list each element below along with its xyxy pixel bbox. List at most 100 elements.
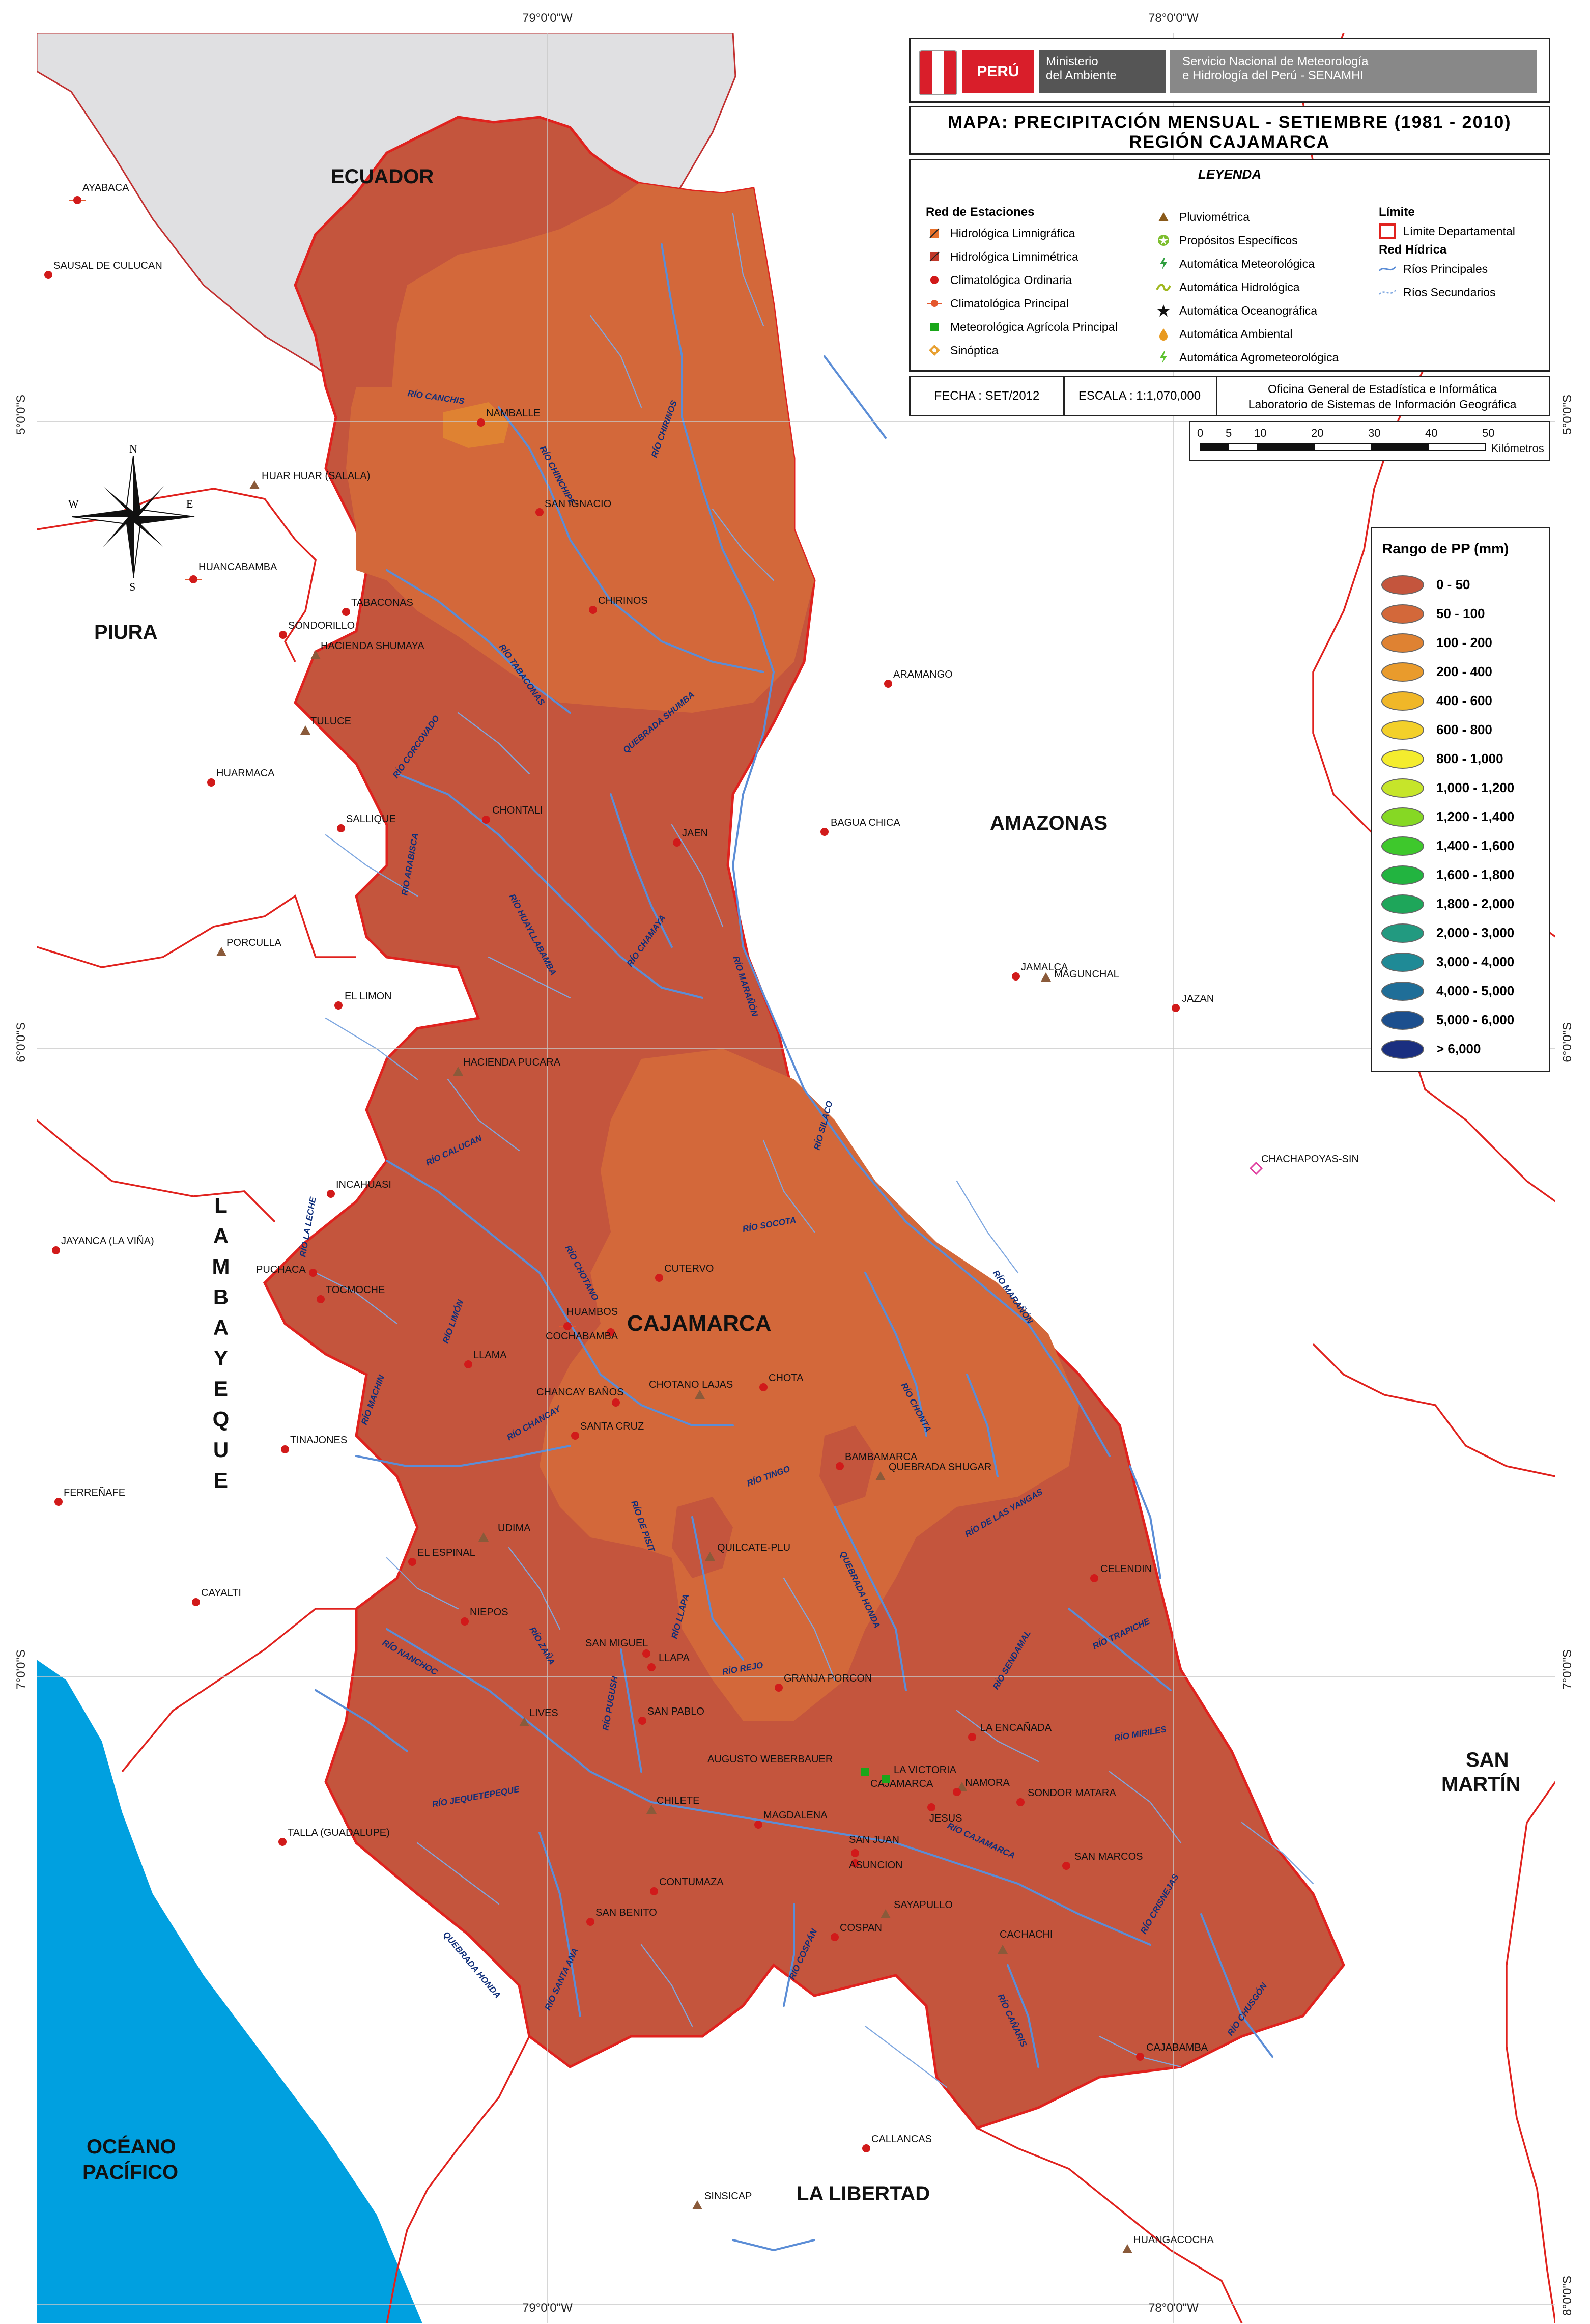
station-label: SAN BENITO bbox=[595, 1907, 657, 1918]
station-marker bbox=[249, 480, 260, 489]
station-marker bbox=[279, 631, 287, 639]
station-marker bbox=[1090, 1574, 1098, 1582]
coord-top-1: 79°0'0"W bbox=[522, 11, 573, 25]
station-label: TALLA (GUADALUPE) bbox=[288, 1827, 390, 1838]
station-label: LIVES bbox=[529, 1707, 558, 1719]
scale-box: ESCALA : 1:1,070,000 bbox=[1063, 377, 1217, 415]
legend-station-item: Automática Hidrológica bbox=[1155, 275, 1369, 299]
station-marker bbox=[278, 1838, 287, 1846]
station-marker bbox=[1062, 1862, 1070, 1870]
river-network bbox=[315, 243, 1273, 2252]
legend-station-item: Meteorológica Agrícola Principal bbox=[926, 315, 1165, 339]
office-box: Oficina General de Estadística e Informá… bbox=[1248, 382, 1517, 411]
scalebar-segment bbox=[1257, 443, 1315, 451]
station-marker bbox=[884, 680, 892, 688]
station-label: SAN IGNACIO bbox=[545, 498, 611, 510]
station-label: INCAHUASI bbox=[336, 1179, 391, 1190]
station-label: PUCHACA bbox=[256, 1264, 306, 1275]
station-marker bbox=[464, 1360, 472, 1368]
peru-badge: PERÚ bbox=[962, 50, 1034, 93]
station-marker bbox=[327, 1190, 335, 1198]
svg-text:Y: Y bbox=[214, 1346, 228, 1370]
station-marker bbox=[519, 1717, 529, 1726]
station-label: SAUSAL DE CULUCAN bbox=[53, 260, 162, 271]
station-marker bbox=[571, 1432, 579, 1440]
range-legend-item: 200 - 400 bbox=[1372, 657, 1551, 686]
dot-icon bbox=[926, 271, 943, 289]
station-marker bbox=[216, 947, 226, 956]
station-marker bbox=[851, 1859, 859, 1867]
station-label: COCHABAMBA bbox=[546, 1331, 618, 1342]
range-legend-item: 1,000 - 1,200 bbox=[1372, 773, 1551, 802]
station-label: JAYANCA (LA VIÑA) bbox=[61, 1235, 154, 1247]
station-marker bbox=[1122, 2244, 1132, 2253]
station-label: ARAMANGO bbox=[893, 669, 953, 680]
ocean-area bbox=[37, 1660, 422, 2323]
station-label: CUTERVO bbox=[664, 1263, 714, 1274]
station-label: UDIMA bbox=[498, 1523, 531, 1534]
range-swatch bbox=[1381, 865, 1424, 885]
senamhi-block: Servicio Nacional de Meteorología e Hidr… bbox=[1170, 50, 1537, 93]
station-label: SAN MIGUEL bbox=[585, 1638, 648, 1649]
station-label: CAYALTI bbox=[201, 1587, 241, 1599]
river-secondary-icon bbox=[1379, 284, 1396, 301]
range-swatch bbox=[1381, 662, 1424, 682]
legend-station-item: Hidrológica Limnigráfica bbox=[926, 221, 1165, 245]
region-piura: PIURA bbox=[94, 621, 157, 643]
pp-zone-0-50-inner bbox=[819, 1425, 875, 1507]
station-label: MAGDALENA bbox=[763, 1810, 828, 1821]
station-label: CHONTALI bbox=[492, 805, 543, 816]
station-label: NAMBALLE bbox=[486, 408, 541, 419]
region-san-martin-2: MARTÍN bbox=[1441, 1773, 1521, 1796]
station-marker bbox=[650, 1887, 658, 1895]
station-marker bbox=[655, 1274, 663, 1282]
svg-text:Q: Q bbox=[213, 1407, 230, 1431]
pp-zone-0-50-inner2 bbox=[672, 1497, 733, 1578]
square-icon bbox=[926, 318, 943, 335]
svg-text:L: L bbox=[214, 1193, 228, 1217]
region-ecuador: ECUADOR bbox=[331, 165, 434, 188]
station-label: EL ESPINAL bbox=[417, 1547, 475, 1558]
station-marker bbox=[477, 418, 485, 427]
station-marker bbox=[612, 1398, 620, 1407]
station-label: BAMBAMARCA bbox=[845, 1451, 918, 1463]
range-legend-item: 3,000 - 4,000 bbox=[1372, 947, 1551, 976]
scalebar-tick-label: 5 bbox=[1226, 427, 1232, 439]
station-marker bbox=[775, 1684, 783, 1692]
info-panel: FECHA : SET/2012 ESCALA : 1:1,070,000 Of… bbox=[909, 376, 1550, 416]
station-marker bbox=[1016, 1798, 1025, 1806]
header-panel: PERÚ Ministerio del Ambiente Servicio Na… bbox=[909, 38, 1550, 103]
flag-icon bbox=[926, 225, 943, 242]
station-marker bbox=[461, 1617, 469, 1626]
coord-left-3: 7°0'0"S bbox=[14, 1649, 28, 1690]
station-marker bbox=[342, 608, 350, 616]
compass-n: N bbox=[129, 442, 137, 455]
station-label: EL LIMON bbox=[345, 991, 392, 1002]
station-label: LLAMA bbox=[473, 1350, 507, 1361]
range-swatch bbox=[1381, 836, 1424, 856]
pp-zone-100-200 bbox=[443, 402, 509, 448]
station-label: CAJABAMBA bbox=[1146, 2042, 1208, 2053]
coord-top-2: 78°0'0"W bbox=[1148, 11, 1199, 25]
svg-text:M: M bbox=[212, 1254, 230, 1278]
dot-line-icon bbox=[926, 295, 943, 312]
station-label: PORCULLA bbox=[226, 937, 281, 948]
station-label: CHIRINOS bbox=[598, 595, 648, 606]
scalebar: 0 5 10 20 30 40 50 Kilómetros bbox=[1197, 427, 1544, 455]
station-label: JAMALCA bbox=[1021, 962, 1068, 973]
svg-text:E: E bbox=[214, 1377, 228, 1401]
station-label: CELENDIN bbox=[1100, 1563, 1152, 1575]
station-marker bbox=[957, 1782, 967, 1791]
station-label: MAGUNCHAL bbox=[1054, 969, 1119, 980]
range-swatch bbox=[1381, 807, 1424, 827]
station-marker bbox=[334, 1001, 343, 1010]
legend-station-item: Automática Meteorológica bbox=[1155, 252, 1369, 275]
compass-s: S bbox=[129, 580, 135, 593]
station-label: CAJAMARCA bbox=[870, 1778, 933, 1789]
station-label: COSPAN bbox=[840, 1922, 882, 1934]
station-label: AUGUSTO WEBERBAUER bbox=[707, 1754, 833, 1765]
range-legend-item: 1,200 - 1,400 bbox=[1372, 802, 1551, 831]
legend-station-item: Climatológica Ordinaria bbox=[926, 268, 1165, 292]
range-legend-title: Rango de PP (mm) bbox=[1382, 541, 1509, 556]
scalebar-tick-label: 30 bbox=[1368, 427, 1380, 439]
